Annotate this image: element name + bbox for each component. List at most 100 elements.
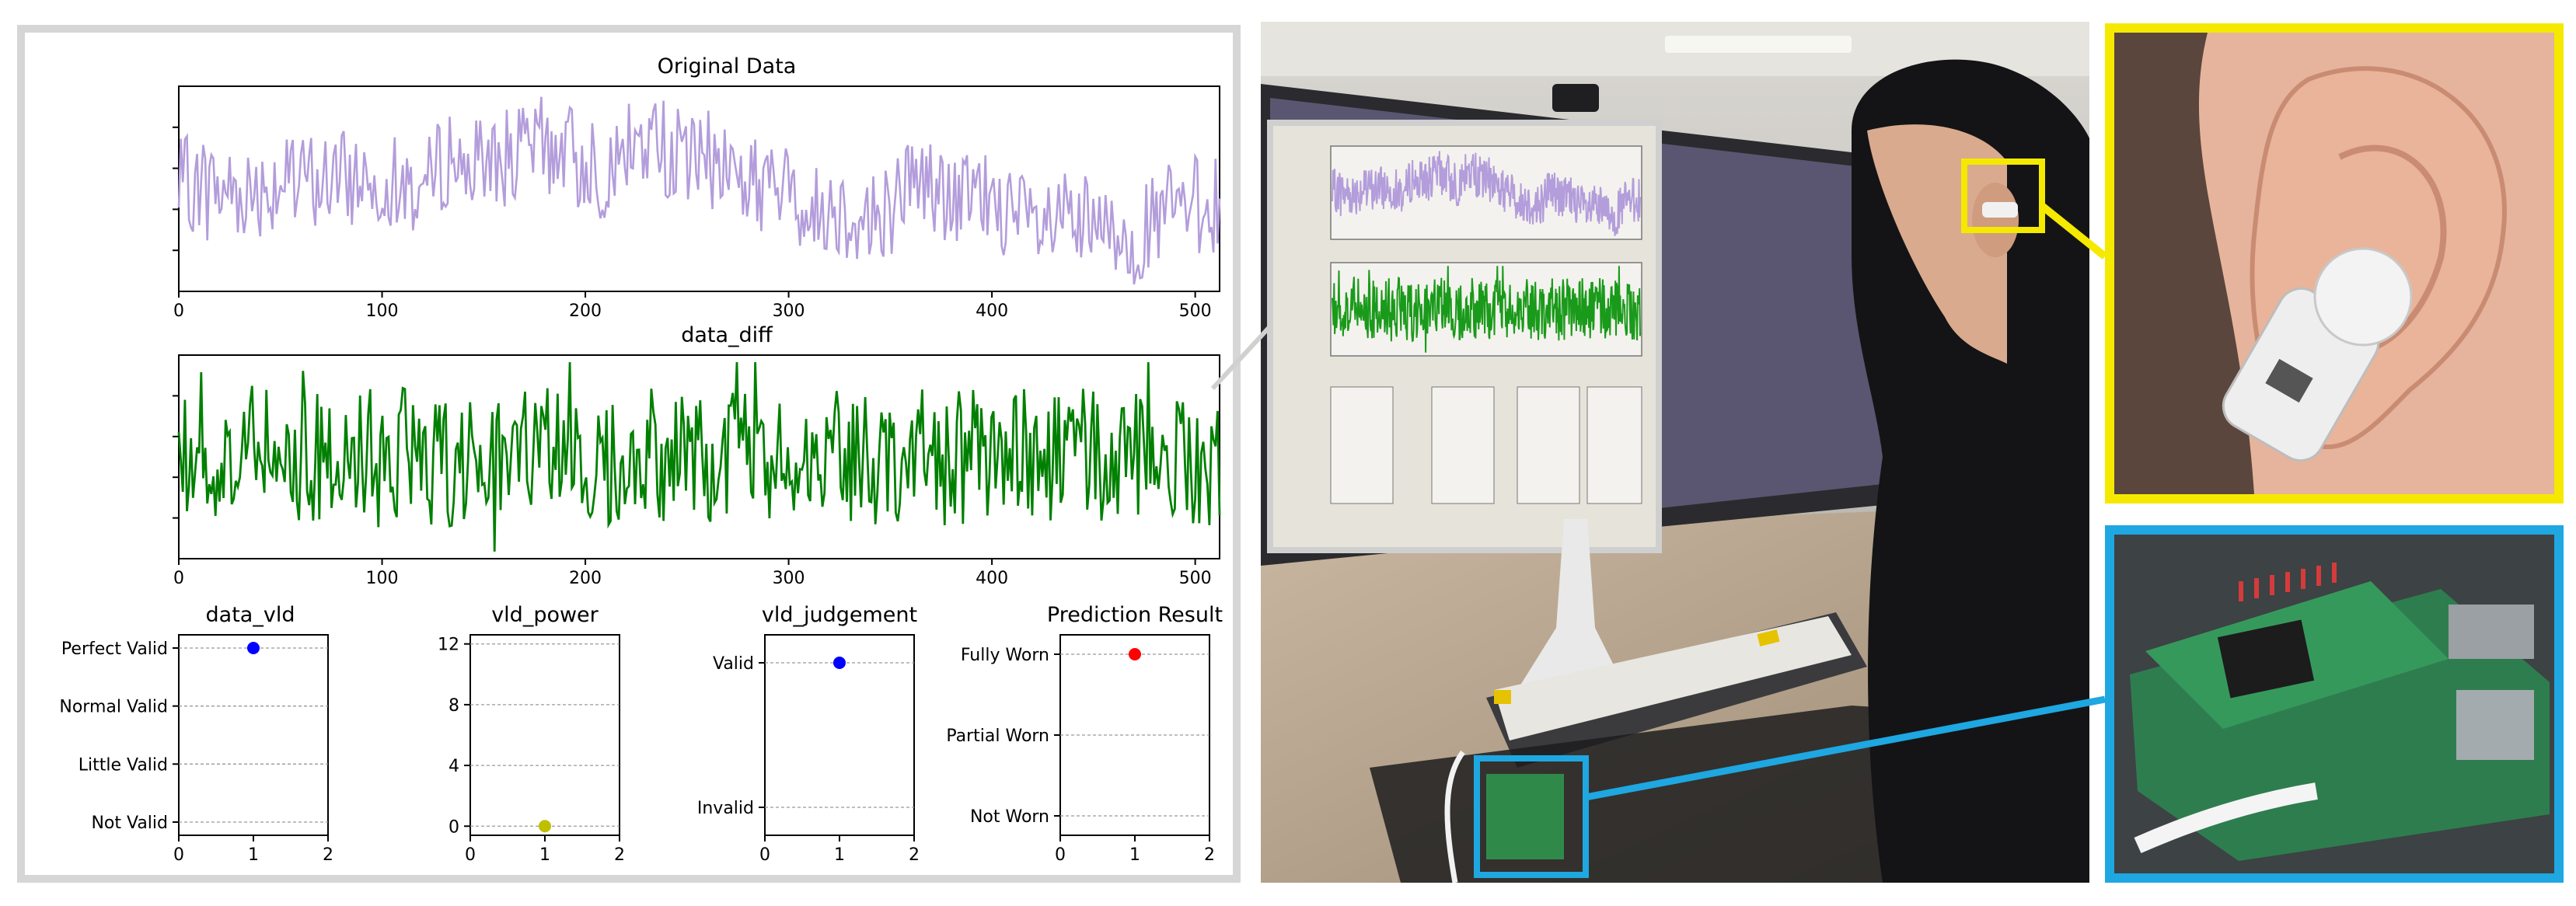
- data-vld-point: [247, 642, 260, 654]
- vld-x-tick-label: 1: [248, 845, 259, 865]
- ear-device: [1982, 202, 2018, 218]
- workspace-photo-svg: [1261, 22, 2089, 883]
- keyboard-accent-key: [1757, 629, 1780, 646]
- original-x-tick-label: 300: [773, 301, 805, 321]
- diff-x-tick-label: 100: [366, 569, 399, 588]
- ethernet-port: [2456, 690, 2534, 760]
- person-ear: [1972, 183, 2019, 257]
- diff-x-tick-label: 400: [976, 569, 1008, 588]
- prediction-gridlines: [1060, 653, 1209, 817]
- pow-y-tick-label: 8: [449, 696, 459, 716]
- original-data-plot: Original Data 0 100 200 300 400 500: [173, 54, 1221, 321]
- vld-x-tick-label: 2: [323, 845, 333, 865]
- pred-y-label: Fully Worn: [961, 646, 1049, 665]
- person-silhouette: [1852, 59, 2089, 883]
- ear-device-tip: [2313, 247, 2413, 347]
- diff-x-tick-label: 500: [1179, 569, 1212, 588]
- data-vld-plot: data_vld Perfect Valid Normal Valid Little…: [59, 603, 333, 865]
- vld-judgement-y-labels: Valid Invalid: [697, 654, 765, 818]
- vld-y-label: Not Valid: [91, 814, 168, 833]
- person-face: [1867, 124, 2007, 364]
- vld-judgement-point: [833, 657, 846, 669]
- desk-board: [1486, 774, 1564, 859]
- vld-judgement-gridlines: [765, 662, 914, 808]
- screen-original-line: [1332, 151, 1641, 236]
- screen-small-plot-3: [1517, 386, 1580, 504]
- data-diff-line: [177, 362, 1221, 552]
- data-diff-title: data_diff: [681, 323, 773, 347]
- ear-fold: [2338, 145, 2447, 354]
- chip: [2217, 619, 2315, 699]
- screen-small-plot-1: [1330, 386, 1394, 504]
- pow-x-tick-label: 2: [614, 845, 625, 865]
- usb-ports: [2449, 605, 2534, 659]
- diff-x-tick-label: 300: [773, 569, 805, 588]
- original-x-tick-label: 200: [569, 301, 602, 321]
- vld-judgement-plot: vld_judgement Valid Invalid 0 1 2: [697, 603, 920, 865]
- prediction-x-ticks: 0 1 2: [1055, 835, 1215, 865]
- original-data-title: Original Data: [658, 54, 797, 78]
- data-diff-x-ticks: 0 100 200 300 400 500: [173, 395, 1212, 588]
- pred-x-tick-label: 0: [1055, 845, 1066, 865]
- webcam: [1552, 84, 1599, 112]
- jud-x-tick-label: 2: [909, 845, 920, 865]
- board-closeup-photo: [2105, 525, 2564, 883]
- original-x-tick-label: 500: [1179, 301, 1212, 321]
- plots-svg: Original Data 0 100 200 300 400 500 data_diff…: [59, 54, 1223, 865]
- ear-closeup-photo: [2105, 23, 2564, 504]
- pow-x-tick-label: 0: [465, 845, 476, 865]
- ceiling-light: [1665, 36, 1852, 53]
- data-vld-y-labels: Perfect Valid Normal Valid Little Valid Not…: [59, 639, 179, 833]
- prediction-plot: Prediction Result Fully Worn Partial Worn…: [946, 603, 1223, 865]
- pred-y-label: Not Worn: [970, 807, 1049, 827]
- usb-cable: [1444, 750, 1465, 883]
- vld-judgement-title: vld_judgement: [762, 603, 917, 627]
- vld-power-point: [539, 820, 551, 833]
- workspace-photo: [1261, 22, 2089, 883]
- original-x-tick-label: 400: [976, 301, 1008, 321]
- screen-diff-line: [1332, 266, 1641, 353]
- vld-power-gridlines: [470, 643, 620, 827]
- pow-y-tick-label: 0: [449, 817, 459, 837]
- pred-x-tick-label: 1: [1129, 845, 1140, 865]
- pred-x-tick-label: 2: [1204, 845, 1215, 865]
- original-x-tick-label: 100: [366, 301, 399, 321]
- original-x-tick-label: 0: [173, 301, 184, 321]
- screen-small-plot-2: [1431, 386, 1495, 504]
- diff-x-tick-label: 200: [569, 569, 602, 588]
- data-vld-title: data_vld: [206, 603, 295, 627]
- original-data-line: [177, 96, 1221, 285]
- data-vld-axes: [178, 634, 329, 836]
- pow-x-tick-label: 1: [539, 845, 550, 865]
- ear-highlight-box: [1961, 159, 2045, 233]
- prediction-title: Prediction Result: [1047, 603, 1223, 627]
- data-diff-axes: [178, 354, 1220, 559]
- vld-x-tick-label: 0: [173, 845, 184, 865]
- diff-x-tick-label: 0: [173, 569, 184, 588]
- pow-y-tick-label: 4: [449, 757, 459, 776]
- keyboard-accent-key-2: [1494, 690, 1511, 704]
- vld-power-axes: [469, 634, 620, 836]
- data-diff-plot: data_diff 0 100 200 300 400 500: [173, 323, 1221, 588]
- board-closeup-svg: [2114, 535, 2554, 873]
- jud-x-tick-label: 0: [759, 845, 770, 865]
- ear-closeup-svg: [2114, 33, 2554, 494]
- pred-y-label: Partial Worn: [946, 727, 1049, 746]
- vld-y-label: Little Valid: [79, 755, 168, 775]
- jud-x-tick-label: 1: [834, 845, 845, 865]
- vld-y-label: Normal Valid: [59, 698, 168, 717]
- vld-power-y-ticks: 12 8 4 0: [438, 636, 470, 837]
- monitor-stand: [1517, 519, 1626, 690]
- plots-panel: Original Data 0 100 200 300 400 500 data_diff…: [17, 25, 1241, 883]
- vld-judgement-x-ticks: 0 1 2: [759, 835, 920, 865]
- pow-y-tick-label: 12: [438, 636, 459, 655]
- ear-device-sensor: [2265, 358, 2313, 403]
- screen-small-plot-4: [1586, 386, 1642, 504]
- original-data-x-ticks: 0 100 200 300 400 500: [173, 126, 1212, 321]
- data-vld-x-ticks: 0 1 2: [173, 835, 333, 865]
- board-usb-cable: [2134, 782, 2318, 854]
- board-highlight-box: [1474, 755, 1589, 878]
- vld-power-x-ticks: 0 1 2: [465, 835, 625, 865]
- keyboard-keys: [1494, 616, 1852, 740]
